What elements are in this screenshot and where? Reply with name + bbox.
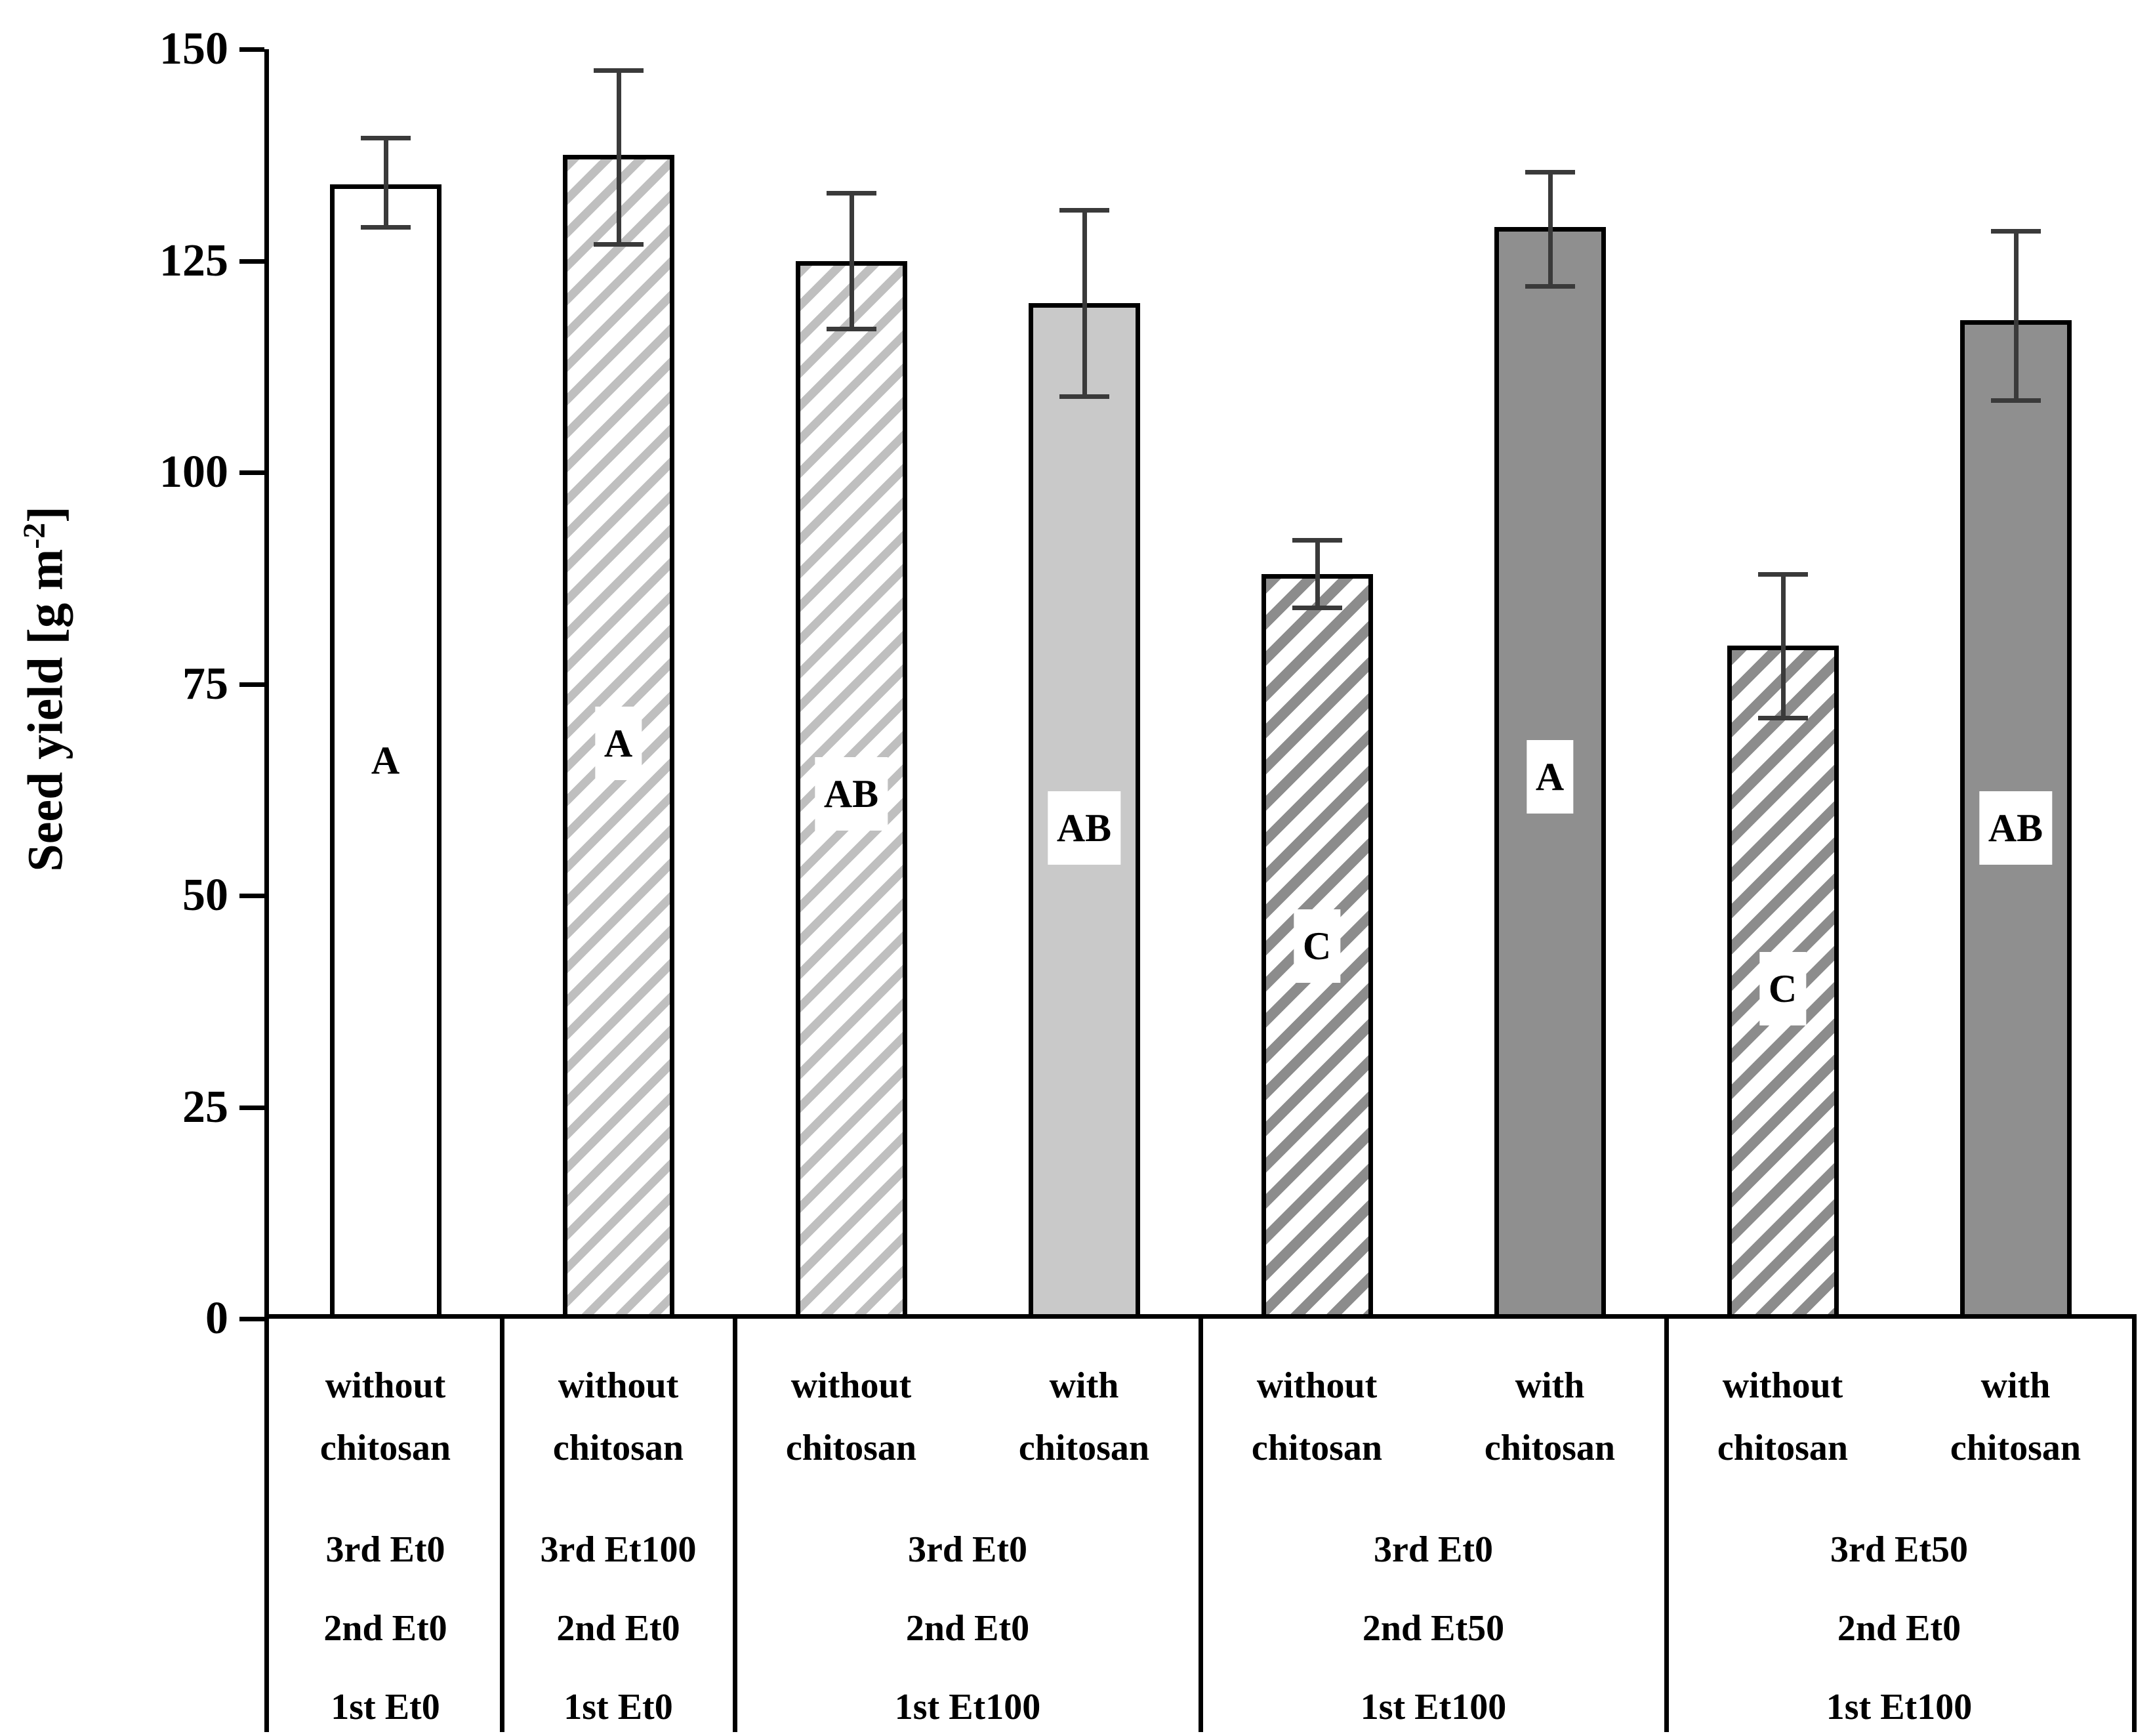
group-4-treatment-row-2: 2nd Et50 (1362, 1608, 1505, 1649)
error-bar-top-cap-2 (593, 68, 644, 73)
error-bar-top-cap-3 (826, 191, 876, 196)
error-bar-bottom-cap-8 (1990, 398, 2041, 403)
group-3-chitosan-label-without-line2: chitosan (785, 1428, 917, 1468)
significance-letter-4: AB (1047, 791, 1121, 865)
error-bar-8 (2013, 231, 2019, 401)
error-bar-bottom-cap-7 (1757, 716, 1808, 721)
group-1-chitosan-label: without (325, 1365, 446, 1406)
error-bar-4 (1082, 210, 1087, 396)
group-5-chitosan-label-without-line2: chitosan (1717, 1428, 1849, 1468)
group-3-treatment-row-2: 2nd Et0 (905, 1608, 1030, 1649)
error-bar-5 (1315, 540, 1320, 608)
y-axis-tick-125 (239, 258, 264, 264)
error-bar-top-cap-5 (1292, 538, 1342, 543)
error-bar-top-cap-8 (1990, 229, 2041, 234)
group-5-treatment-row-2: 2nd Et0 (1837, 1608, 1961, 1649)
group-2-treatment-row-1: 3rd Et100 (540, 1529, 697, 1570)
y-axis-tick-50 (239, 894, 264, 898)
error-bar-bottom-cap-1 (360, 224, 411, 230)
table-divider-2 (732, 1319, 737, 1732)
y-axis-title-close-bracket: ] (18, 506, 73, 523)
error-bar-bottom-cap-6 (1525, 284, 1575, 289)
table-right-border (2132, 1319, 2137, 1732)
significance-letter-5: C (1293, 909, 1341, 983)
group-5-chitosan-label-with: with (1980, 1365, 2051, 1406)
group-3-chitosan-label-with-line2: chitosan (1018, 1428, 1150, 1468)
group-1-treatment-row-3: 1st Et0 (331, 1687, 440, 1727)
group-5-treatment-row-3: 1st Et100 (1826, 1687, 1973, 1727)
error-bar-3 (849, 193, 854, 329)
y-axis-tick-label-150: 150 (159, 24, 228, 74)
group-3-treatment-row-1: 3rd Et0 (908, 1529, 1027, 1570)
y-axis-tick-0 (239, 1317, 264, 1321)
error-bar-top-cap-7 (1757, 571, 1808, 577)
y-axis-line (264, 49, 269, 1319)
group-2-treatment-row-2: 2nd Et0 (556, 1608, 680, 1649)
error-bar-2 (616, 70, 621, 244)
group-4-chitosan-label-without-line2: chitosan (1251, 1428, 1383, 1468)
y-axis-tick-100 (239, 470, 264, 475)
significance-letter-7: C (1759, 951, 1807, 1025)
y-axis-tick-label-100: 100 (159, 447, 228, 497)
y-axis-tick-label-125: 125 (159, 235, 228, 286)
group-3-chitosan-label-without: without (790, 1365, 912, 1406)
group-5-chitosan-label-without: without (1722, 1365, 1843, 1406)
error-bar-bottom-cap-2 (593, 241, 644, 247)
y-axis-tick-150 (239, 47, 264, 52)
error-bar-1 (383, 138, 388, 227)
y-axis-tick-label-25: 25 (182, 1081, 228, 1132)
bar-2 (562, 155, 674, 1319)
group-3-chitosan-label-with: with (1049, 1365, 1119, 1406)
error-bar-bottom-cap-3 (826, 326, 876, 331)
group-4-treatment-row-3: 1st Et100 (1360, 1687, 1507, 1727)
significance-letter-3: AB (814, 757, 888, 831)
y-axis-tick-25 (239, 1105, 264, 1110)
group-5-chitosan-label-with-line2: chitosan (1950, 1428, 2081, 1468)
group-1-treatment-row-1: 3rd Et0 (325, 1529, 445, 1570)
group-4-chitosan-label-with: with (1515, 1365, 1585, 1406)
significance-letter-1: A (361, 723, 409, 797)
table-divider-1 (499, 1319, 504, 1732)
error-bar-7 (1780, 573, 1786, 718)
group-4-chitosan-label-with-line2: chitosan (1484, 1428, 1616, 1468)
table-divider-3 (1198, 1319, 1203, 1732)
error-bar-6 (1548, 172, 1553, 287)
group-1-chitosan-label-line2: chitosan (319, 1428, 451, 1468)
error-bar-top-cap-1 (360, 136, 411, 141)
x-axis-baseline (264, 1314, 2137, 1319)
group-5-treatment-row-1: 3rd Et50 (1830, 1529, 1968, 1570)
group-2-treatment-row-3: 1st Et0 (564, 1687, 673, 1727)
group-1-treatment-row-2: 2nd Et0 (323, 1608, 447, 1649)
group-4-chitosan-label-without: without (1256, 1365, 1378, 1406)
error-bar-top-cap-6 (1525, 170, 1575, 175)
y-axis-tick-label-50: 50 (182, 870, 228, 920)
group-2-chitosan-label-line2: chitosan (552, 1428, 684, 1468)
significance-letter-8: AB (1979, 791, 2053, 865)
bar-7 (1727, 646, 1839, 1319)
error-bar-top-cap-4 (1059, 208, 1109, 213)
y-axis-tick-75 (239, 682, 264, 687)
table-divider-4 (1664, 1319, 1669, 1732)
y-axis-tick-label-75: 75 (182, 658, 228, 709)
group-3-treatment-row-3: 1st Et100 (894, 1687, 1041, 1727)
table-left-border (264, 1319, 269, 1732)
y-axis-title-superscript: -2 (17, 522, 52, 549)
error-bar-bottom-cap-4 (1059, 394, 1109, 399)
significance-letter-2: A (594, 706, 642, 780)
y-axis-tick-label-0: 0 (205, 1293, 228, 1344)
error-bar-bottom-cap-5 (1292, 606, 1342, 611)
group-4-treatment-row-1: 3rd Et0 (1374, 1529, 1493, 1570)
group-2-chitosan-label: without (558, 1365, 679, 1406)
significance-letter-6: A (1526, 740, 1574, 814)
